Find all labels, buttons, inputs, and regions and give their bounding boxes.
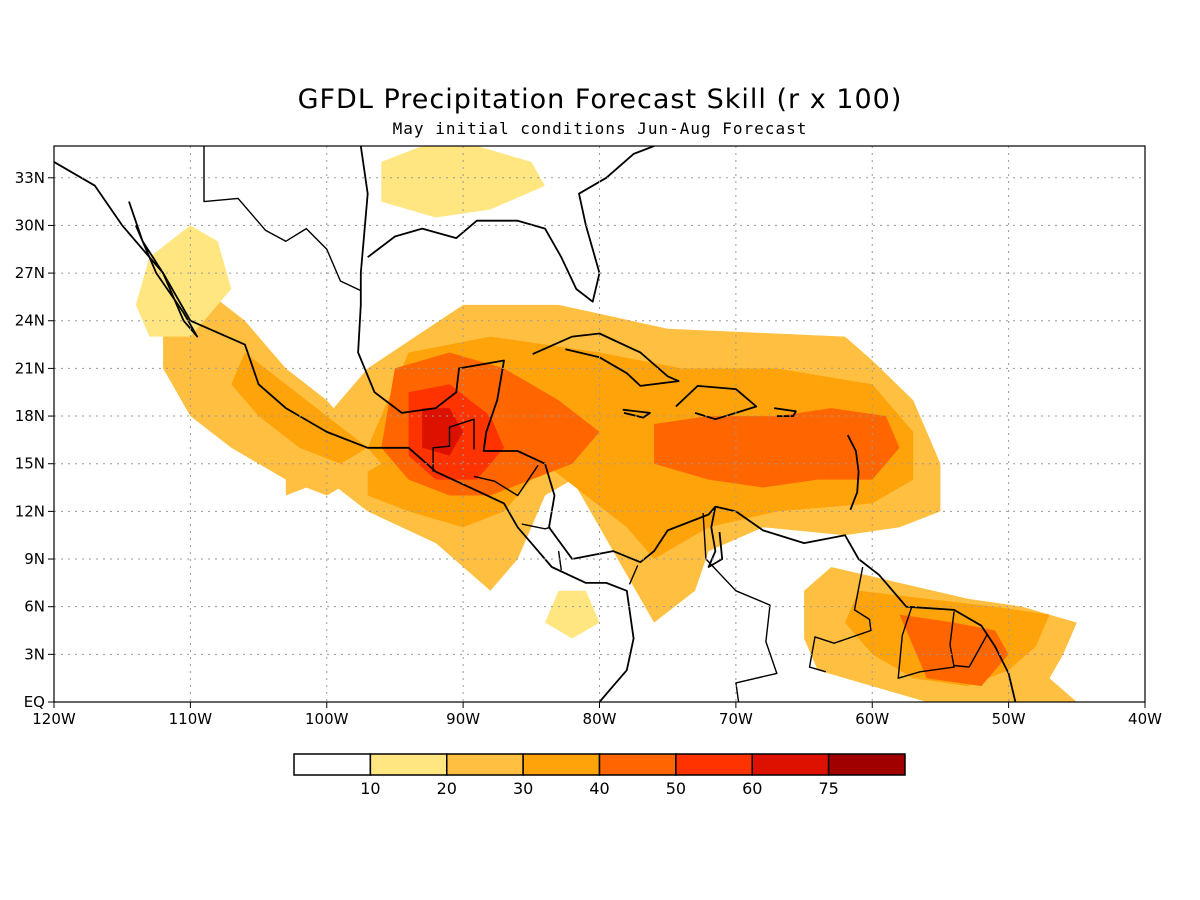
lat-tick-label: 6N — [24, 598, 45, 616]
lat-tick-label: 27N — [15, 264, 45, 282]
skill-region-panama-10 — [545, 590, 600, 639]
border-segment — [432, 418, 475, 472]
colorbar-swatch — [598, 753, 677, 776]
lat-tick-label: 3N — [24, 645, 45, 663]
lon-tick-label: 40W — [1128, 710, 1162, 728]
colorbar-label: 60 — [742, 779, 762, 798]
skill-region-mexico-coast-30 — [231, 352, 368, 464]
border-segment — [203, 146, 362, 292]
colorbar-swatch — [675, 753, 753, 776]
lon-tick-label: 120W — [32, 710, 76, 728]
skill-region-baja-10 — [135, 225, 232, 337]
colorbar: 10 20 30 40 50 60 75 — [293, 753, 906, 798]
coastline-segment — [622, 408, 651, 419]
coastline-segment — [532, 332, 680, 387]
colorbar-label: 75 — [818, 779, 838, 798]
lon-tick-label: 60W — [855, 710, 889, 728]
border-segment — [473, 464, 539, 497]
lat-tick-label: 30N — [15, 216, 45, 234]
colorbar-label: 10 — [360, 779, 380, 798]
border-segment — [897, 606, 955, 679]
border-segment — [521, 523, 551, 530]
lat-tick-label: 21N — [15, 359, 45, 377]
colorbar-swatch — [369, 753, 448, 776]
border-segment — [557, 551, 562, 571]
lat-tick-label: 18N — [15, 407, 45, 425]
lat-lon-grid — [54, 146, 1145, 702]
colorbar-label: 20 — [437, 779, 457, 798]
colorbar-label: 30 — [513, 779, 533, 798]
lat-tick-label: 9N — [24, 550, 45, 568]
colorbar-swatch — [751, 753, 830, 776]
lat-tick-label: EQ — [24, 693, 45, 711]
lon-tick-label: 110W — [169, 710, 213, 728]
skill-region-guianas-40 — [899, 614, 1009, 687]
coastline-segment — [846, 434, 860, 511]
lon-tick-label: 80W — [583, 710, 617, 728]
colorbar-swatch — [446, 753, 524, 776]
lat-tick-label: 24N — [15, 312, 45, 330]
lat-tick-label: 12N — [15, 502, 45, 520]
border-segment — [808, 566, 872, 673]
map-subtitle: May initial conditions Jun-Aug Forecast — [392, 119, 808, 138]
lon-tick-label: 70W — [719, 710, 753, 728]
colorbar-swatch — [827, 753, 906, 776]
lon-tick-label: 90W — [446, 710, 480, 728]
lon-tick-label: 50W — [992, 710, 1026, 728]
skill-region-hispaniola-40 — [654, 408, 900, 488]
skill-region-honduras-60 — [422, 408, 464, 456]
border-segment — [702, 512, 778, 702]
border-segment — [954, 634, 988, 668]
colorbar-label: 40 — [589, 779, 609, 798]
colorbar-label: 50 — [666, 779, 686, 798]
colorbar-swatch — [293, 753, 372, 776]
border-segment — [628, 565, 639, 585]
coastline-segment — [54, 161, 635, 702]
axis-ticks: 120W 110W 100W 90W 80W 70W 60W 50W 40W EQ 3N 6N 9N 12… — [15, 169, 1162, 728]
lon-tick-label: 100W — [305, 710, 349, 728]
skill-contour-fills — [135, 146, 1077, 702]
lat-tick-label: 15N — [15, 455, 45, 473]
lat-tick-label: 33N — [15, 169, 45, 187]
coastline-segment — [675, 384, 758, 421]
coastline-segment — [367, 146, 655, 303]
map-title: GFDL Precipitation Forecast Skill (r x 1… — [297, 84, 903, 115]
colorbar-swatch — [522, 753, 601, 776]
coastline-segment — [773, 407, 797, 418]
